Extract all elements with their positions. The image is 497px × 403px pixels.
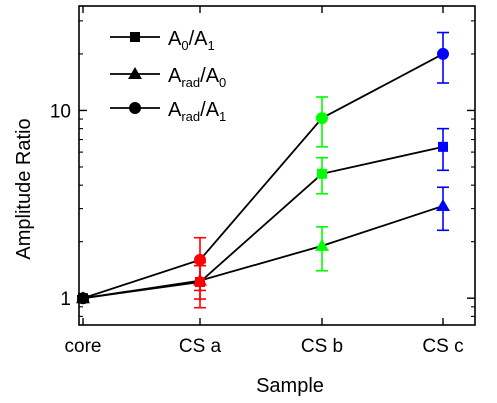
data-point bbox=[437, 47, 449, 60]
data-point bbox=[436, 198, 450, 211]
data-point bbox=[438, 141, 448, 152]
legend: A0/A1 Arad/A0 Arad/A1 bbox=[110, 28, 226, 124]
plot-area bbox=[82, 53, 444, 300]
plot-frame bbox=[78, 5, 476, 326]
data-marks bbox=[76, 31, 450, 309]
legend-label: A0/A1 bbox=[168, 28, 215, 53]
data-point bbox=[316, 112, 328, 125]
series-line bbox=[82, 205, 444, 300]
x-tick-label: CS b bbox=[301, 336, 343, 357]
data-point bbox=[194, 253, 206, 266]
y-tick-label: 1 bbox=[60, 289, 71, 310]
data-point bbox=[315, 238, 329, 251]
legend-marker bbox=[128, 67, 142, 79]
y-axis-title: Amplitude Ratio bbox=[13, 118, 35, 259]
data-point bbox=[317, 168, 327, 179]
x-tick-label: CS a bbox=[179, 336, 222, 357]
x-tick-label: CS c bbox=[422, 336, 463, 357]
series-line bbox=[82, 53, 444, 300]
x-axis-title: Sample bbox=[256, 375, 324, 397]
legend-label: Arad/A0 bbox=[168, 65, 226, 90]
legend-label: Arad/A1 bbox=[168, 99, 226, 124]
legend-marker bbox=[129, 102, 141, 114]
x-tick-label: core bbox=[65, 336, 102, 357]
series-line bbox=[82, 145, 444, 300]
legend-marker bbox=[130, 32, 140, 42]
axes: core CS a CS b CS c 1 10 bbox=[50, 5, 476, 357]
y-tick-label: 10 bbox=[50, 101, 71, 122]
